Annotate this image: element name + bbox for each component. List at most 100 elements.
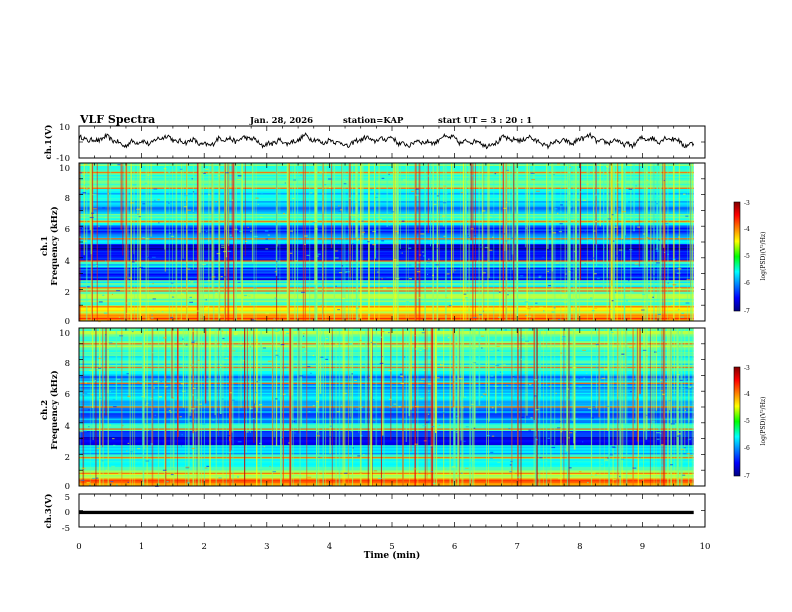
station-label: station=KAP: [343, 116, 404, 126]
spec1-band-row: [79, 226, 694, 229]
spec2-speckle: [574, 431, 577, 433]
spec2-band-row: [79, 375, 694, 378]
spec1-speckle: [596, 278, 600, 280]
spec1-speckle: [436, 242, 439, 245]
spec2-sferic-streak: [318, 328, 320, 486]
spec1-sferic-streak: [139, 163, 142, 321]
spec1-speckle: [656, 250, 659, 252]
spec2-speckle: [88, 426, 90, 428]
spec1-speckle: [267, 234, 270, 236]
spec1-sferic-streak: [192, 163, 194, 270]
spec2-speckle: [210, 345, 215, 348]
spec1-speckle: [235, 310, 239, 312]
spec1-speckle: [427, 175, 431, 177]
spec2-speckle: [684, 409, 687, 411]
spec2-sferic-streak: [511, 328, 513, 486]
spec2-speckle: [567, 399, 571, 401]
spec1-speckle: [463, 293, 467, 295]
spec2-sferic-streak: [691, 328, 694, 486]
spec1-sferic-streak: [653, 163, 655, 321]
spec1-speckle: [92, 193, 97, 196]
spec1-speckle: [153, 232, 157, 234]
spec1-speckle: [685, 220, 690, 222]
spec2-speckle: [95, 477, 99, 479]
spec2-speckle: [315, 401, 319, 403]
spec1-band-row: [79, 191, 694, 194]
spec2-sferic-streak: [687, 328, 690, 486]
spec2-speckle: [473, 427, 476, 429]
spec1-speckle: [538, 276, 541, 278]
spec1-speckle: [361, 231, 365, 233]
spec2-narrowband-line: [79, 406, 694, 408]
spec2-band-row: [79, 372, 694, 375]
spec1-speckle: [117, 164, 121, 166]
spec2-sferic-streak: [329, 328, 331, 454]
spec1-speckle: [524, 301, 529, 303]
spec2-speckle: [105, 334, 107, 336]
spec2-speckle: [482, 393, 486, 395]
spec1-speckle: [408, 247, 412, 249]
spec2-speckle: [612, 479, 617, 481]
spec1-sferic-streak: [134, 163, 135, 321]
spec1-band-row: [79, 207, 694, 210]
spec2-band-row: [79, 379, 694, 382]
ch2-spec-ylabel-channel: ch.2: [40, 400, 50, 420]
spec1-speckle: [187, 268, 191, 270]
spec1-narrowband-line: [79, 260, 694, 262]
ch1-spectrogram-frame: [78, 162, 706, 322]
spec2-speckle: [413, 468, 417, 470]
spec1-sferic-streak: [483, 163, 485, 321]
spec1-speckle: [361, 220, 364, 222]
spec2-speckle: [118, 473, 122, 475]
spec2-sferic-streak: [215, 328, 217, 486]
spec1-speckle: [594, 220, 598, 223]
spec2-speckle: [403, 356, 406, 358]
spec1-sferic-streak: [251, 163, 254, 263]
spec1-sferic-streak: [644, 163, 646, 321]
spec1-sferic-streak: [575, 163, 578, 321]
spec2-speckle: [630, 391, 632, 393]
spec1-speckle: [205, 187, 208, 189]
spec1-speckle: [260, 192, 264, 194]
spec1-speckle: [675, 213, 678, 215]
spec2-speckle: [464, 396, 467, 398]
spec1-speckle: [250, 230, 252, 232]
spec1-speckle: [167, 171, 171, 173]
spec1-speckle: [98, 301, 103, 303]
spec2-speckle: [477, 328, 480, 330]
spec1-speckle: [488, 216, 492, 218]
spec2-speckle: [286, 332, 289, 334]
spec1-sferic-streak: [516, 163, 517, 321]
spec2-band-row: [79, 369, 694, 372]
spec2-sferic-streak: [486, 328, 487, 486]
spec2-band-row: [79, 415, 694, 418]
spec2-speckle: [150, 443, 153, 445]
spec2-speckle: [185, 380, 189, 383]
spec1-sferic-streak: [234, 163, 236, 321]
spec1-speckle: [136, 208, 141, 210]
spec1-speckle: [432, 244, 434, 246]
spec1-band-row: [79, 208, 694, 211]
spec1-speckle: [525, 305, 528, 307]
spec1-sferic-streak: [275, 163, 278, 276]
spec1-speckle: [677, 288, 682, 290]
spec1-speckle: [548, 189, 550, 191]
spec2-speckle: [258, 469, 263, 471]
xtick-6: 6: [452, 542, 457, 552]
spec1-speckle: [415, 194, 419, 196]
spec1-speckle: [131, 261, 135, 263]
spec2-speckle: [625, 372, 627, 375]
spec1-speckle: [551, 311, 555, 313]
spec1-sferic-streak: [348, 163, 349, 321]
spec1-sferic-streak: [304, 163, 306, 321]
spec1-sferic-streak: [241, 163, 243, 321]
spec1-sferic-streak: [168, 163, 170, 321]
spec1-speckle: [470, 228, 474, 230]
spec2-sferic-streak: [670, 328, 672, 486]
spec2-sferic-streak: [534, 328, 537, 486]
spec2-speckle: [451, 466, 456, 468]
spec1-speckle: [418, 297, 422, 299]
spec2-sferic-streak: [390, 328, 392, 408]
spec1-speckle: [552, 232, 557, 234]
spec2-speckle: [457, 475, 460, 477]
